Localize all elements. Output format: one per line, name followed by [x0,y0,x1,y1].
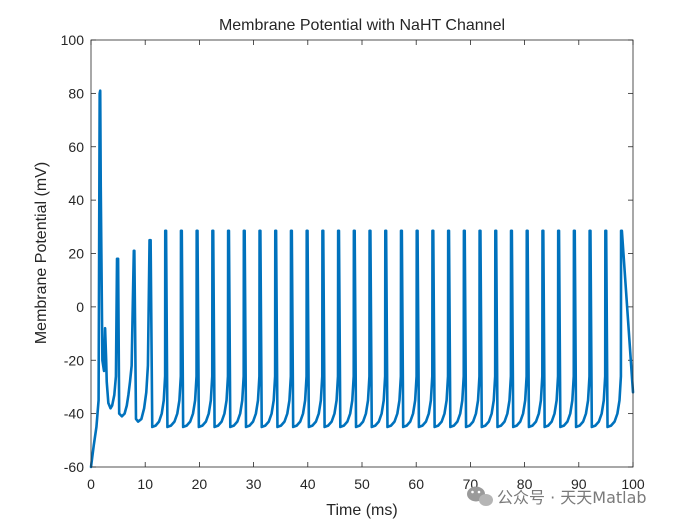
x-tick-label: 40 [300,476,316,492]
watermark: 公众号 · 天天Matlab [467,486,647,507]
y-tick-label: 80 [68,85,84,101]
x-tick-label: 10 [137,476,153,492]
y-tick-label: 40 [68,192,84,208]
x-tick-label: 80 [517,476,533,492]
plot-area [91,40,633,467]
y-tick-label: 0 [76,299,84,315]
y-tick-label: -60 [64,459,84,475]
x-tick-label: 0 [87,476,95,492]
y-axis-title: Membrane Potential (mV) [33,162,50,344]
y-tick-label: 100 [61,32,85,48]
tick-labels-group: 0 10 20 30 40 50 60 70 80 90 100-60-40-20020406080… [61,32,645,492]
y-tick-label: 60 [68,139,84,155]
x-tick-label: 100 [621,476,645,492]
x-axis-title: Time (ms) [326,502,397,519]
y-tick-label: 20 [68,246,84,262]
x-tick-label: 90 [571,476,587,492]
watermark-text: 公众号 · 天天Matlab [497,488,647,507]
x-tick-label: 20 [192,476,208,492]
y-tick-label: -40 [64,406,84,422]
y-tick-label: -20 [64,352,84,368]
series-line-membrane-potential [89,89,635,469]
x-tick-label: 50 [354,476,370,492]
wechat-icon [467,486,493,506]
x-tick-label: 60 [408,476,424,492]
axes-box [90,39,634,468]
chart-title: Membrane Potential with NaHT Channel [219,17,505,34]
x-tick-label: 30 [246,476,262,492]
